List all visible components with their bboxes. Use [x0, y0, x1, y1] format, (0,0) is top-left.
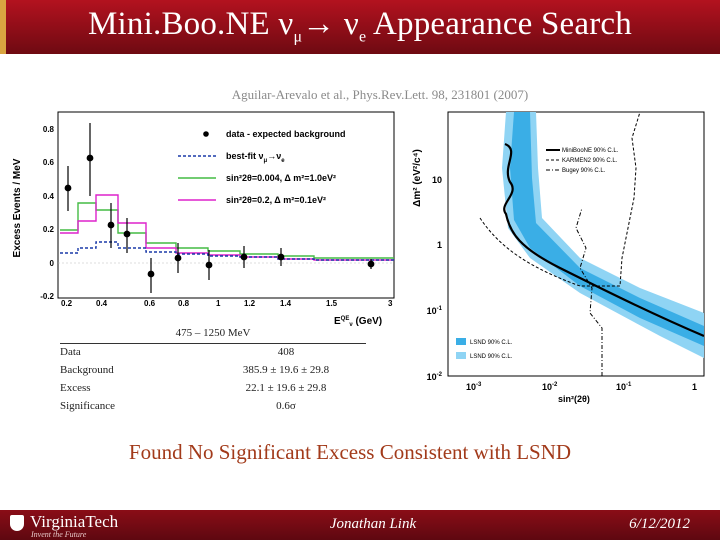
excess-events-chart: Excess Events / MeV 0.8 0.6 0.4 0.2 0 -0…	[12, 111, 395, 328]
y-tick-0.4: 0.4	[43, 192, 55, 201]
data-points	[64, 123, 375, 293]
ry-tick-0.01: 10-2	[427, 372, 443, 382]
bugey-line	[575, 207, 603, 376]
x-axis-label-right: sin²(2θ)	[558, 394, 590, 404]
legend-right-top: MiniBooNE 90% C.L. KARMEN2 90% C.L. Buge…	[546, 148, 619, 174]
legend-karmen: KARMEN2 90% C.L.	[562, 158, 618, 164]
logo-name: VirginiaTech	[30, 512, 119, 531]
x-tick-0.2: 0.2	[61, 299, 73, 308]
x-tick-1: 1	[216, 299, 221, 308]
slide-title: Mini.Boo.NE νμ→ νe Appearance Search	[88, 6, 632, 46]
exclusion-plot: Δm² (eV²/c⁴) 10 1 10-1 10-2 10-3 10-2 10…	[412, 111, 705, 404]
row-label: Significance	[60, 400, 115, 412]
rx-tick-1e-1: 10-1	[616, 382, 632, 392]
y-tick-0: 0	[50, 259, 55, 268]
x-tick-3: 3	[388, 299, 393, 308]
series-bestfit-line	[60, 241, 394, 261]
y-tick--0.2: -0.2	[40, 292, 54, 301]
citation: Aguilar-Arevalo et al., Phys.Rev.Lett. 9…	[231, 87, 529, 102]
lsnd-band-inner	[510, 112, 704, 346]
conclusion-text: Found No Significant Excess Consistent w…	[128, 440, 572, 464]
miniboone-line	[503, 142, 705, 338]
rx-tick-1e-3: 10-3	[466, 382, 482, 392]
table-row: Data 408	[60, 343, 366, 361]
footer: VirginiaTech Invent the Future Jonathan …	[0, 510, 720, 540]
ry-tick-1: 1	[437, 240, 442, 250]
row-value: 385.9 ± 19.6 ± 29.8	[242, 364, 330, 376]
x-tick-1.5: 1.5	[326, 299, 338, 308]
karmen2-line	[479, 111, 641, 287]
table-row: Background 385.9 ± 19.6 ± 29.8	[60, 361, 366, 379]
y-tick-0.2: 0.2	[43, 225, 55, 234]
rx-tick-1e-2: 10-2	[542, 382, 558, 392]
table-row: Significance 0.6σ	[60, 397, 366, 415]
x-tick-0.6: 0.6	[144, 299, 156, 308]
row-value: 408	[277, 346, 295, 358]
ry-tick-10: 10	[432, 175, 442, 185]
row-value: 0.6σ	[276, 400, 296, 412]
legend-right-bottom: LSND 90% C.L. LSND 90% C.L.	[456, 338, 513, 360]
slide-date: 6/12/2012	[629, 516, 690, 532]
title-accent	[0, 0, 6, 54]
y-axis-label: Excess Events / MeV	[12, 158, 23, 257]
row-label: Background	[60, 364, 114, 376]
legend-bestfit: best-fit νμ→νe	[226, 151, 285, 164]
row-label: Data	[60, 346, 81, 358]
shield-icon	[10, 515, 24, 531]
lsnd-band-outer	[502, 112, 704, 358]
presenter-name: Jonathan Link	[329, 516, 417, 532]
title-bar: Mini.Boo.NE νμ→ νe Appearance Search	[0, 0, 720, 54]
y-axis-label-right: Δm² (eV²/c⁴)	[412, 149, 423, 207]
legend-lsnd-1: LSND 90% C.L.	[470, 340, 513, 346]
logo-tagline: Invent the Future	[31, 530, 87, 539]
row-value: 22.1 ± 19.6 ± 29.8	[245, 382, 327, 394]
table-caption: 475 – 1250 MeV	[175, 327, 251, 339]
legend: data - expected background best-fit νμ→ν…	[178, 129, 346, 205]
y-tick-0.8: 0.8	[43, 125, 55, 134]
x-tick-0.4: 0.4	[96, 299, 108, 308]
table-row: Excess 22.1 ± 19.6 ± 29.8	[60, 379, 366, 397]
legend-green: sin²2θ=0.004, Δ m²=1.0eV²	[226, 173, 336, 183]
x-tick-1.4: 1.4	[280, 299, 292, 308]
legend-miniboone: MiniBooNE 90% C.L.	[562, 148, 619, 154]
legend-magenta: sin²2θ=0.2, Δ m²=0.1eV²	[226, 195, 326, 205]
x-tick-1.2: 1.2	[244, 299, 256, 308]
row-label: Excess	[60, 382, 91, 394]
table-rule	[60, 343, 366, 344]
y-tick-0.6: 0.6	[43, 158, 55, 167]
excess-table: Data 408 Background 385.9 ± 19.6 ± 29.8 Ex…	[60, 343, 366, 415]
legend-data: data - expected background	[226, 129, 346, 139]
rx-tick-1: 1	[692, 382, 697, 392]
x-tick-0.8: 0.8	[178, 299, 190, 308]
legend-lsnd-2: LSND 90% C.L.	[470, 354, 513, 360]
ry-tick-0.1: 10-1	[427, 306, 443, 316]
legend-bugey: Bugey 90% C.L.	[562, 168, 606, 174]
